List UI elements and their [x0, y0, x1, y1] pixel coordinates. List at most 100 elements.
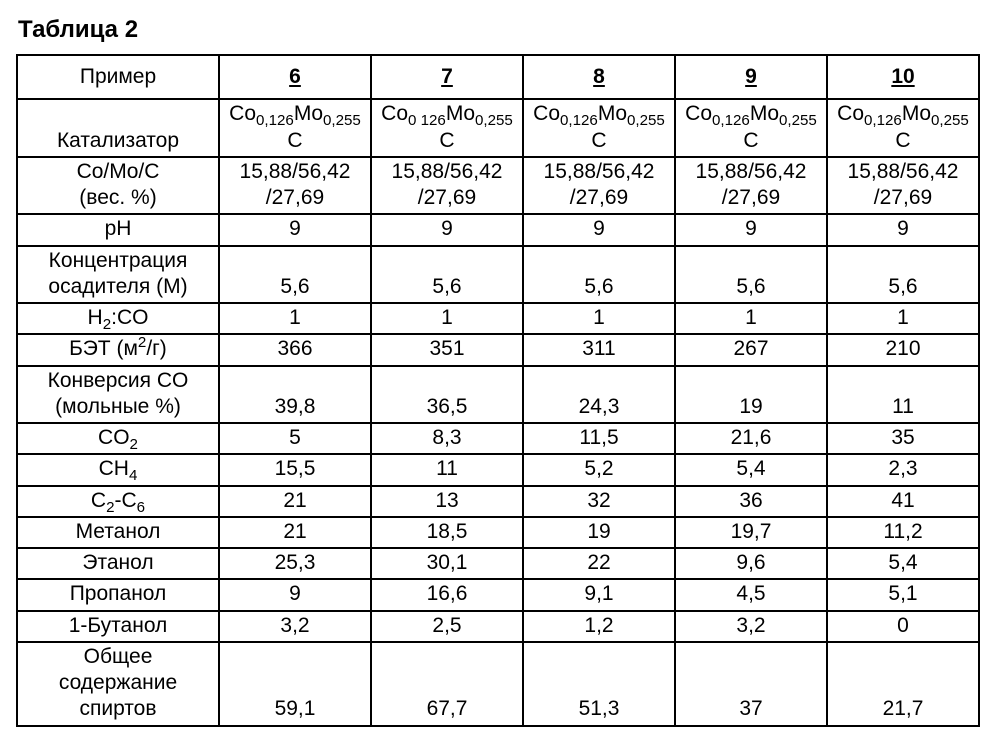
row-label: Пропанол: [17, 579, 219, 610]
cell-value: 9: [523, 214, 675, 245]
cell-value: 21: [219, 517, 371, 548]
header-col-6: 6: [219, 55, 371, 99]
catalyst-col-8: Co0,126Mo0,255 C: [523, 99, 675, 157]
row-label: CH4: [17, 454, 219, 485]
table-row: БЭТ (м2/г)366351311267210: [17, 334, 979, 365]
cell-value: 11,5: [523, 423, 675, 454]
cell-value: 5: [219, 423, 371, 454]
data-table: Пример 6 7 8 9 10 Катализатор Co0,126Mo0…: [16, 54, 980, 727]
cell-value: 1: [523, 303, 675, 334]
cell-value: 366: [219, 334, 371, 365]
catalyst-row: Катализатор Co0,126Mo0,255 C Co0 126Mo0,…: [17, 99, 979, 157]
table-row: Концентрацияосадителя (M)5,65,65,65,65,6: [17, 246, 979, 304]
cell-value: 37: [675, 642, 827, 726]
row-label: Общеесодержаниеспиртов: [17, 642, 219, 726]
cell-value: 13: [371, 486, 523, 517]
cell-value: 21,6: [675, 423, 827, 454]
cell-value: 1: [371, 303, 523, 334]
cell-value: 15,88/56,42/27,69: [371, 157, 523, 215]
row-label: Этанол: [17, 548, 219, 579]
cell-value: 11,2: [827, 517, 979, 548]
table-row: pH99999: [17, 214, 979, 245]
cell-value: 36,5: [371, 366, 523, 424]
table-title: Таблица 2: [18, 16, 984, 44]
cell-value: 5,6: [827, 246, 979, 304]
cell-value: 9: [219, 214, 371, 245]
cell-value: 30,1: [371, 548, 523, 579]
cell-value: 1: [827, 303, 979, 334]
cell-value: 9: [371, 214, 523, 245]
cell-value: 311: [523, 334, 675, 365]
cell-value: 3,2: [675, 611, 827, 642]
cell-value: 1: [219, 303, 371, 334]
row-label: Метанол: [17, 517, 219, 548]
catalyst-col-6: Co0,126Mo0,255 C: [219, 99, 371, 157]
table-body: Катализатор Co0,126Mo0,255 C Co0 126Mo0,…: [17, 99, 979, 725]
header-col-10: 10: [827, 55, 979, 99]
cell-value: 4,5: [675, 579, 827, 610]
cell-value: 15,88/56,42/27,69: [523, 157, 675, 215]
cell-value: 11: [827, 366, 979, 424]
table-row: H2:CO11111: [17, 303, 979, 334]
table-head: Пример 6 7 8 9 10: [17, 55, 979, 99]
catalyst-col-9: Co0,126Mo0,255 C: [675, 99, 827, 157]
table-row: CH415,5115,25,42,3: [17, 454, 979, 485]
cell-value: 16,6: [371, 579, 523, 610]
cell-value: 36: [675, 486, 827, 517]
row-label: CO2: [17, 423, 219, 454]
table-row: C2-C62113323641: [17, 486, 979, 517]
cell-value: 24,3: [523, 366, 675, 424]
cell-value: 5,6: [219, 246, 371, 304]
cell-value: 25,3: [219, 548, 371, 579]
cell-value: 5,6: [371, 246, 523, 304]
cell-value: 9,6: [675, 548, 827, 579]
table-row: Конверсия CO(мольные %)39,836,524,31911: [17, 366, 979, 424]
cell-value: 9: [827, 214, 979, 245]
cell-value: 19: [523, 517, 675, 548]
table-row: Общеесодержаниеспиртов59,167,751,33721,7: [17, 642, 979, 726]
table-row: Co/Mo/C(вес. %)15,88/56,42/27,6915,88/56…: [17, 157, 979, 215]
table-row: 1-Бутанол3,22,51,23,20: [17, 611, 979, 642]
header-label: Пример: [17, 55, 219, 99]
cell-value: 5,4: [827, 548, 979, 579]
row-label: Концентрацияосадителя (M): [17, 246, 219, 304]
cell-value: 35: [827, 423, 979, 454]
cell-value: 2,3: [827, 454, 979, 485]
cell-value: 1: [675, 303, 827, 334]
cell-value: 2,5: [371, 611, 523, 642]
cell-value: 39,8: [219, 366, 371, 424]
cell-value: 11: [371, 454, 523, 485]
cell-value: 5,6: [523, 246, 675, 304]
cell-value: 9: [219, 579, 371, 610]
cell-value: 351: [371, 334, 523, 365]
row-label: Конверсия CO(мольные %): [17, 366, 219, 424]
cell-value: 0: [827, 611, 979, 642]
cell-value: 22: [523, 548, 675, 579]
table-row: Этанол25,330,1229,65,4: [17, 548, 979, 579]
cell-value: 59,1: [219, 642, 371, 726]
row-label: pH: [17, 214, 219, 245]
cell-value: 9,1: [523, 579, 675, 610]
row-label: H2:CO: [17, 303, 219, 334]
table-row: CO258,311,521,635: [17, 423, 979, 454]
header-col-7: 7: [371, 55, 523, 99]
cell-value: 3,2: [219, 611, 371, 642]
cell-value: 15,5: [219, 454, 371, 485]
cell-value: 9: [675, 214, 827, 245]
cell-value: 5,2: [523, 454, 675, 485]
row-label: C2-C6: [17, 486, 219, 517]
row-label: БЭТ (м2/г): [17, 334, 219, 365]
cell-value: 8,3: [371, 423, 523, 454]
cell-value: 41: [827, 486, 979, 517]
cell-value: 267: [675, 334, 827, 365]
catalyst-col-7: Co0 126Mo0,255 C: [371, 99, 523, 157]
header-col-8: 8: [523, 55, 675, 99]
cell-value: 5,1: [827, 579, 979, 610]
row-label: Co/Mo/C(вес. %): [17, 157, 219, 215]
cell-value: 5,4: [675, 454, 827, 485]
cell-value: 51,3: [523, 642, 675, 726]
cell-value: 15,88/56,42/27,69: [675, 157, 827, 215]
cell-value: 1,2: [523, 611, 675, 642]
catalyst-col-10: Co0,126Mo0,255 C: [827, 99, 979, 157]
cell-value: 21: [219, 486, 371, 517]
